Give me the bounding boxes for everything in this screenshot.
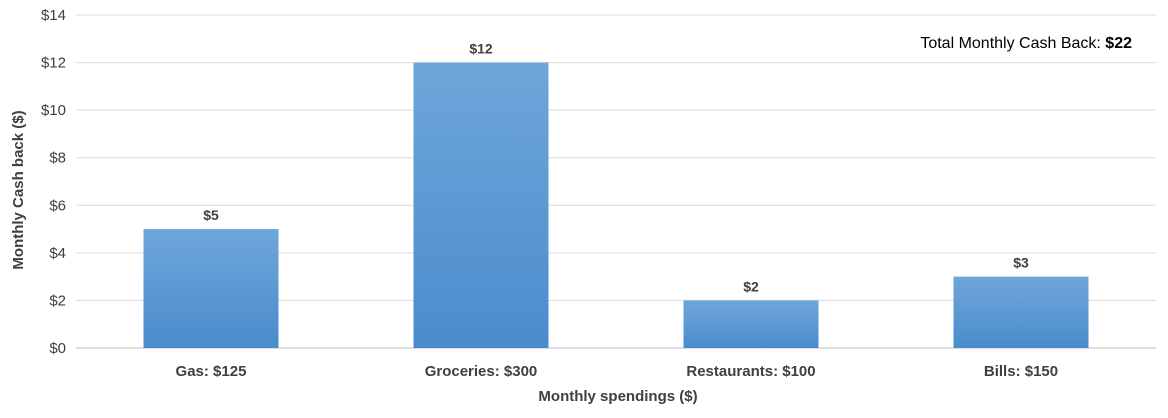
x-category-label: Groceries: $300 [425,363,538,380]
bar [953,276,1089,348]
y-tick-label: $14 [41,7,66,24]
y-tick-label: $12 [41,55,66,72]
bars [143,62,1089,348]
bar [143,229,279,348]
bar [683,300,819,348]
bar-value-label: $5 [203,207,219,223]
total-cash-back-annotation: Total Monthly Cash Back: $22 [920,35,1132,52]
y-axis-ticks: $0 $2 $4 $6 $8 $10 $12 $14 [41,7,66,357]
total-cash-back-value: $22 [1105,35,1132,52]
y-tick-label: $10 [41,102,66,119]
bar-value-label: $3 [1013,255,1029,271]
x-category-label: Restaurants: $100 [686,363,815,380]
x-category-label: Bills: $150 [984,363,1058,380]
data-labels: $5 $12 $2 $3 [203,41,1029,295]
total-cash-back-prefix: Total Monthly Cash Back: [920,35,1105,52]
x-axis-title: Monthly spendings ($) [538,388,697,405]
bar-value-label: $2 [743,278,759,294]
x-category-label: Gas: $125 [176,363,247,380]
y-tick-label: $0 [49,340,66,357]
y-tick-label: $8 [49,150,66,167]
y-tick-label: $6 [49,197,66,214]
bar [413,62,549,348]
bar-value-label: $12 [469,41,493,57]
y-tick-label: $4 [49,245,66,262]
x-axis-categories: Gas: $125 Groceries: $300 Restaurants: $10… [176,363,1059,380]
y-tick-label: $2 [49,292,66,309]
y-axis-title: Monthly Cash back ($) [10,110,27,269]
